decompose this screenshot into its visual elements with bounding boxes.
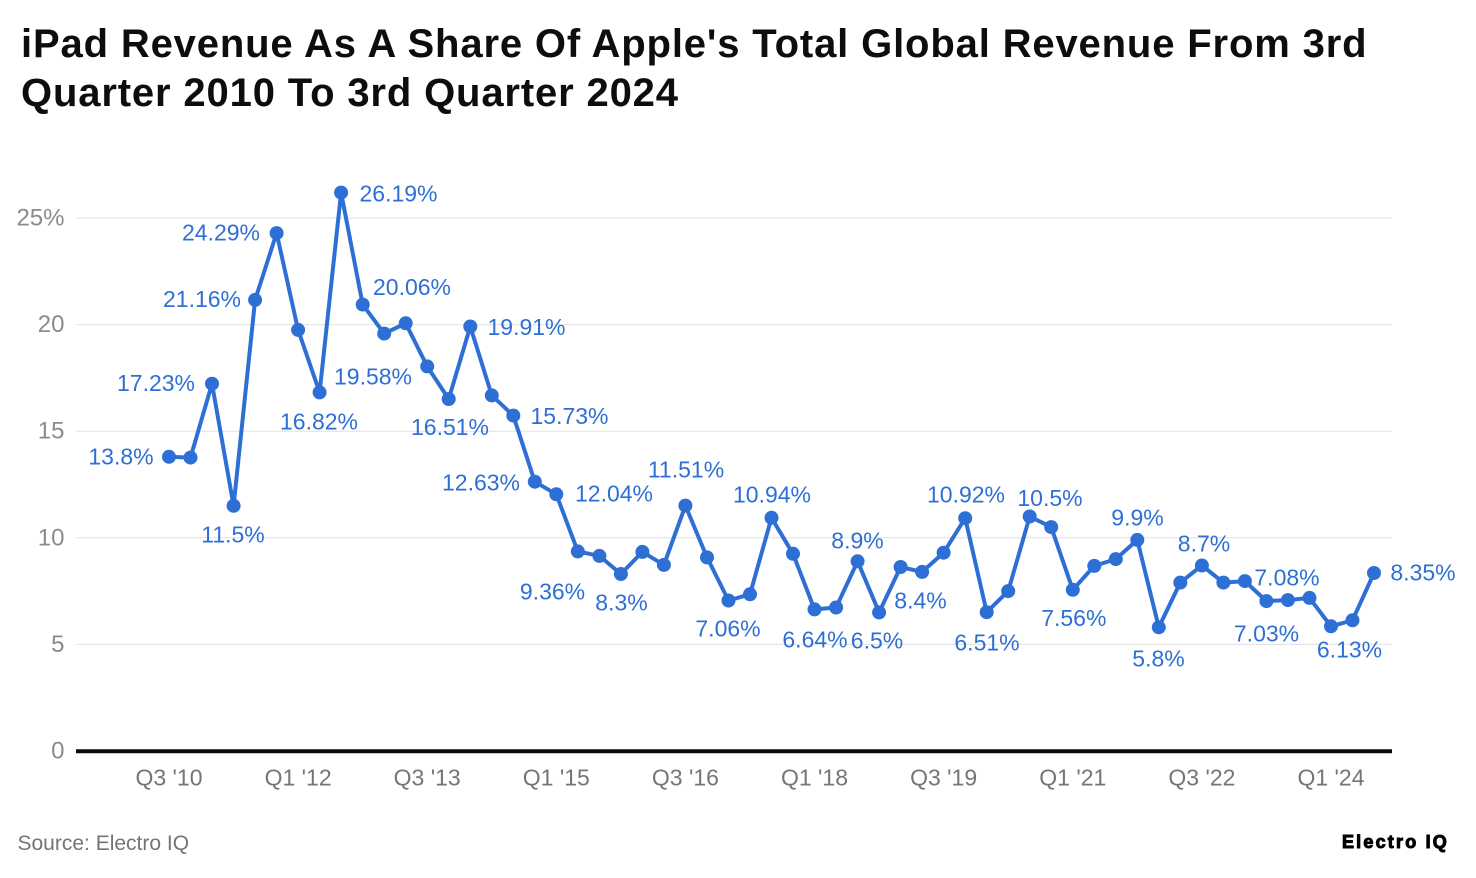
svg-text:11.51%: 11.51% (648, 457, 724, 483)
svg-text:25%: 25% (16, 205, 64, 232)
svg-text:5.8%: 5.8% (1132, 646, 1184, 672)
svg-text:26.19%: 26.19% (359, 181, 437, 207)
svg-text:Q1 '24: Q1 '24 (1297, 765, 1364, 791)
svg-text:6.5%: 6.5% (851, 628, 903, 654)
svg-text:8.35%: 8.35% (1390, 560, 1455, 586)
svg-text:Q3 '22: Q3 '22 (1168, 765, 1235, 791)
svg-text:13.8%: 13.8% (88, 444, 153, 470)
svg-text:Q3 '16: Q3 '16 (652, 765, 719, 791)
svg-text:Q1 '15: Q1 '15 (523, 765, 590, 791)
svg-text:8.3%: 8.3% (595, 590, 647, 616)
svg-text:9.9%: 9.9% (1111, 505, 1163, 531)
svg-text:7.56%: 7.56% (1041, 605, 1106, 631)
svg-text:10.94%: 10.94% (733, 482, 811, 508)
svg-text:Q1 '12: Q1 '12 (265, 765, 332, 791)
svg-text:10.92%: 10.92% (927, 482, 1005, 508)
svg-text:0: 0 (51, 738, 64, 765)
svg-text:15.73%: 15.73% (530, 403, 608, 429)
svg-text:10: 10 (38, 524, 65, 551)
svg-text:Q3 '10: Q3 '10 (135, 765, 202, 791)
svg-text:9.36%: 9.36% (520, 579, 585, 605)
svg-text:24.29%: 24.29% (182, 220, 260, 246)
svg-text:6.13%: 6.13% (1317, 637, 1382, 663)
svg-text:19.91%: 19.91% (487, 314, 565, 340)
svg-text:Q1 '18: Q1 '18 (781, 765, 848, 791)
svg-text:20.06%: 20.06% (373, 274, 451, 300)
svg-text:5: 5 (51, 631, 64, 658)
svg-text:8.4%: 8.4% (894, 588, 946, 614)
svg-text:10.5%: 10.5% (1017, 485, 1082, 511)
svg-text:16.51%: 16.51% (411, 414, 489, 440)
svg-text:21.16%: 21.16% (163, 286, 241, 312)
svg-text:17.23%: 17.23% (117, 370, 195, 396)
svg-text:11.5%: 11.5% (201, 522, 265, 548)
svg-text:7.06%: 7.06% (695, 616, 760, 642)
svg-text:Q1 '21: Q1 '21 (1039, 765, 1106, 791)
svg-text:12.04%: 12.04% (575, 481, 653, 507)
svg-text:12.63%: 12.63% (442, 470, 520, 496)
svg-text:Q3 '19: Q3 '19 (910, 765, 977, 791)
svg-text:8.7%: 8.7% (1178, 531, 1230, 557)
svg-text:8.9%: 8.9% (831, 528, 883, 554)
svg-text:20: 20 (38, 311, 65, 338)
svg-text:7.08%: 7.08% (1254, 565, 1319, 591)
svg-text:7.03%: 7.03% (1234, 621, 1299, 647)
svg-text:15: 15 (38, 418, 65, 445)
svg-text:6.51%: 6.51% (954, 630, 1019, 656)
svg-text:16.82%: 16.82% (280, 409, 358, 435)
svg-text:6.64%: 6.64% (782, 627, 847, 653)
svg-text:Q3 '13: Q3 '13 (394, 765, 461, 791)
svg-text:19.58%: 19.58% (334, 364, 412, 390)
